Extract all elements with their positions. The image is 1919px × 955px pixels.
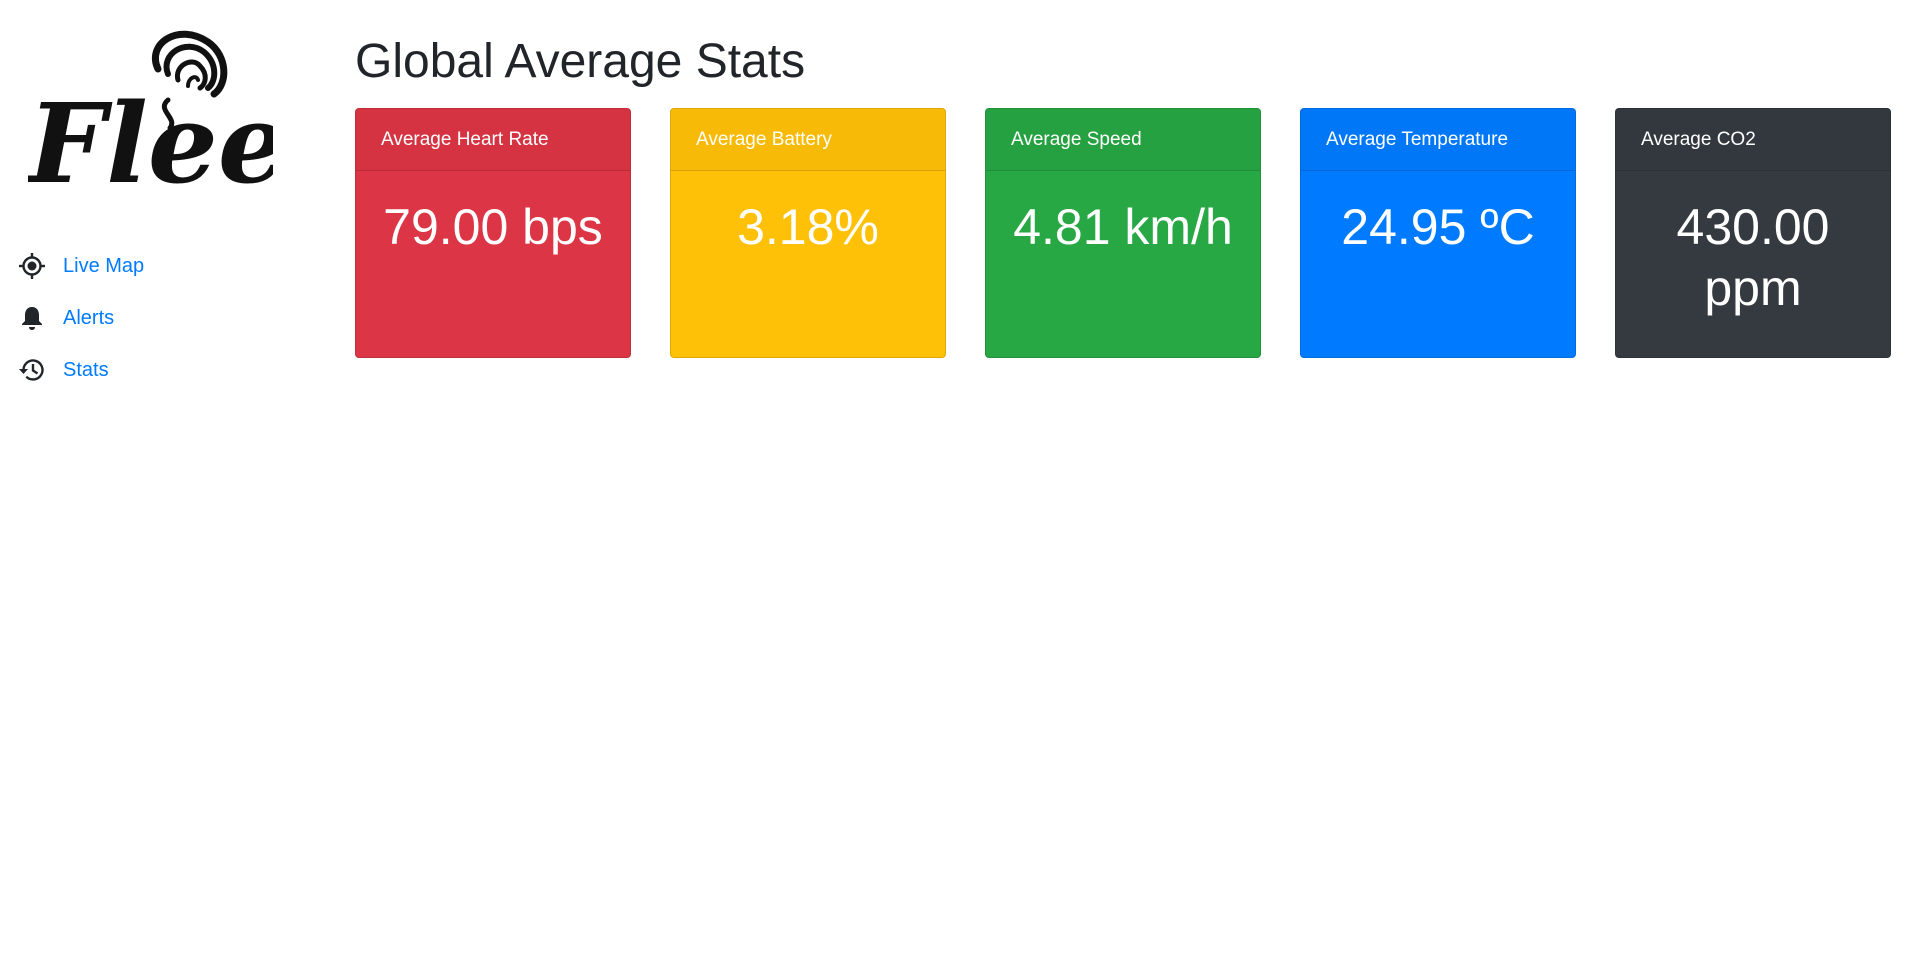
card-value: 3.18% [737, 199, 879, 255]
card-value: 4.81 km/h [1013, 199, 1233, 255]
card-header: Average CO2 [1616, 109, 1890, 171]
card-header: Average Speed [986, 109, 1260, 171]
nav-label-live-map[interactable]: Live Map [63, 254, 145, 277]
sidebar: Fleet Live Map [0, 0, 339, 955]
stats-cards: Average Heart Rate 79.00 bps Average Bat… [355, 108, 1891, 358]
card-header: Average Temperature [1301, 109, 1575, 171]
card-header: Average Battery [671, 109, 945, 171]
card-average-heart-rate: Average Heart Rate 79.00 bps [355, 108, 631, 358]
nav-label-alerts[interactable]: Alerts [63, 306, 115, 329]
nav-item-alerts[interactable]: Alerts [18, 292, 144, 344]
nav-label-stats[interactable]: Stats [63, 358, 109, 381]
nav-item-live-map[interactable]: Live Map [18, 240, 144, 292]
history-icon [18, 356, 46, 384]
nav-item-stats[interactable]: Stats [18, 344, 144, 396]
card-value: 24.95 ºC [1341, 199, 1535, 255]
card-average-battery: Average Battery 3.18% [670, 108, 946, 358]
card-value: 430.00 ppm [1676, 199, 1830, 316]
card-header: Average Heart Rate [356, 109, 630, 171]
card-value: 79.00 bps [383, 199, 603, 255]
logo-wordmark: Fleet [28, 79, 273, 208]
crosshair-icon [18, 252, 46, 280]
bell-icon [18, 304, 46, 332]
page-title: Global Average Stats [355, 35, 806, 88]
card-average-speed: Average Speed 4.81 km/h [985, 108, 1261, 358]
fleet-logo[interactable]: Fleet [25, 14, 339, 219]
card-average-co2: Average CO2 430.00 ppm [1615, 108, 1891, 358]
card-average-temperature: Average Temperature 24.95 ºC [1300, 108, 1576, 358]
sidebar-nav: Live Map Alerts Stats [18, 240, 144, 396]
